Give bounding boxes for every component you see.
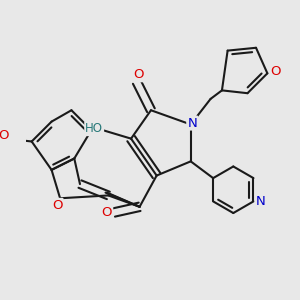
Text: O: O xyxy=(52,199,62,212)
Text: N: N xyxy=(187,116,197,130)
Text: O: O xyxy=(133,68,143,81)
Text: HO: HO xyxy=(85,122,103,135)
Text: O: O xyxy=(102,206,112,219)
Text: O: O xyxy=(0,129,8,142)
Text: O: O xyxy=(271,65,281,78)
Text: N: N xyxy=(256,195,266,208)
